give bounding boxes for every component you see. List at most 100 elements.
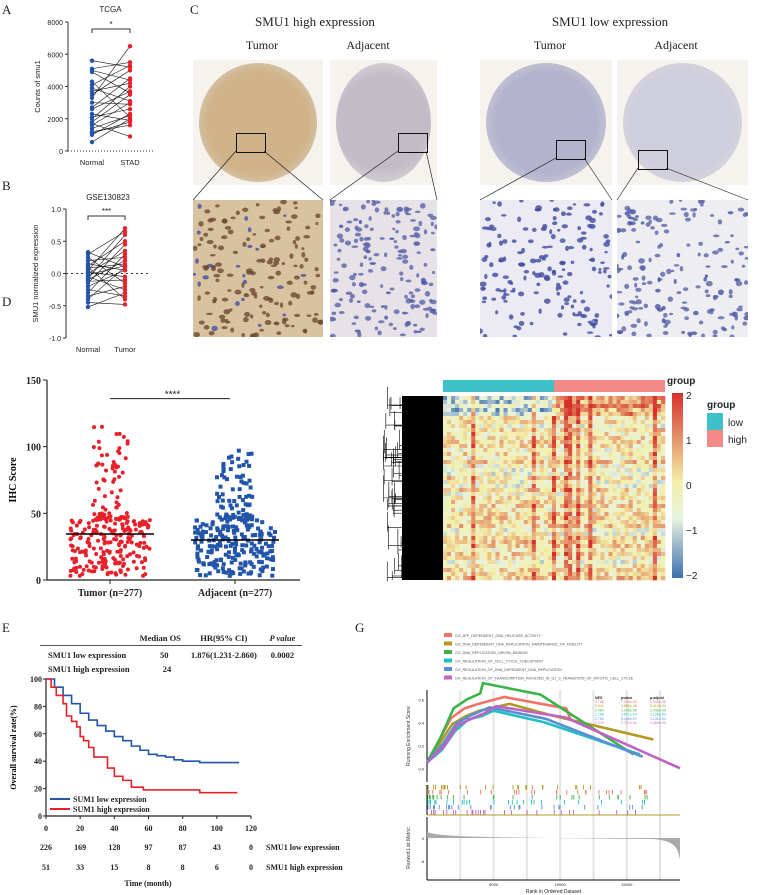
data-point	[121, 515, 126, 520]
heatmap-cell	[640, 536, 646, 541]
stat-header: p.adjust	[650, 696, 665, 700]
gene-hit-mark	[629, 805, 631, 810]
cell-nucleus	[497, 201, 502, 207]
heatmap-cell	[535, 476, 541, 481]
heatmap-cell	[656, 416, 662, 421]
heatmap-cell	[572, 424, 577, 429]
heatmap-cell	[443, 464, 448, 469]
heatmap-cell	[443, 508, 448, 513]
heatmap-cell	[588, 548, 593, 553]
heatmap-cell	[447, 532, 452, 537]
cell-nucleus	[377, 330, 382, 336]
cell-nucleus	[197, 281, 201, 287]
heatmap-cell	[447, 420, 452, 425]
cell-nucleus	[280, 200, 287, 205]
data-point	[117, 517, 122, 522]
cell-nucleus	[572, 312, 576, 316]
heatmap-cell	[564, 464, 569, 469]
zoom-connector-line	[192, 150, 237, 201]
heatmap-cell	[648, 560, 654, 565]
cell-nucleus	[414, 210, 421, 214]
heatmap-cell	[600, 400, 605, 405]
gene-hit-mark	[526, 785, 528, 790]
heatmap-cell	[451, 428, 456, 433]
cell-nucleus	[313, 312, 319, 316]
ihc-col-label: Adjacent	[654, 38, 698, 52]
heatmap-cell	[547, 544, 553, 549]
cell-nucleus	[366, 200, 371, 204]
heatmap-cell	[576, 460, 581, 465]
heatmap-cell	[660, 548, 666, 553]
cell-nucleus	[351, 245, 359, 249]
gene-hit-mark	[519, 805, 521, 810]
cell-nucleus	[518, 320, 525, 327]
legend-label: SUM1 low expression	[73, 795, 147, 804]
heatmap-cell	[531, 532, 537, 537]
heatmap-cell	[455, 516, 460, 521]
table-cell: 1.876(1.231-2.860)	[190, 650, 257, 660]
heatmap-cell	[660, 492, 666, 497]
heatmap-cell	[636, 460, 642, 465]
heatmap-cell	[487, 416, 492, 421]
data-point	[89, 66, 95, 71]
ihc-core-image	[480, 60, 612, 185]
heatmap-cell	[652, 520, 658, 525]
heatmap-cell	[551, 464, 557, 469]
cell-nucleus	[418, 220, 423, 227]
heatmap-cell	[463, 488, 468, 493]
heatmap-cell	[588, 448, 593, 453]
data-point	[233, 535, 238, 540]
pair-line	[91, 123, 131, 137]
heatmap-cell	[495, 416, 500, 421]
heatmap-cell	[519, 500, 525, 505]
heatmap-cell	[556, 440, 561, 445]
heatmap-cell	[620, 540, 625, 545]
heatmap-cell	[507, 404, 512, 409]
heatmap-cell	[459, 536, 464, 541]
y-tick-label: 60	[34, 730, 42, 739]
heatmap-cell	[535, 576, 541, 581]
heatmap-cell	[648, 540, 654, 545]
pair-line	[87, 231, 126, 255]
cell-nucleus	[395, 229, 399, 234]
data-point	[219, 473, 224, 478]
gene-hit-mark	[577, 790, 579, 795]
heatmap-cell	[568, 424, 573, 429]
gene-hit-mark	[490, 805, 492, 810]
cell-nucleus	[572, 299, 577, 303]
cell-nucleus	[286, 226, 291, 231]
heatmap-cell	[652, 528, 658, 533]
heatmap-cell	[515, 484, 520, 489]
data-point	[267, 531, 272, 536]
heatmap-cell	[576, 396, 581, 401]
heatmap-cell	[620, 520, 625, 525]
heatmap-cell	[636, 480, 642, 485]
cell-nucleus	[517, 216, 522, 223]
heatmap-cell	[491, 504, 496, 509]
heatmap-cell	[632, 540, 638, 545]
gene-hit-mark	[433, 810, 435, 815]
heatmap-cell	[483, 436, 488, 441]
cell-nucleus	[482, 333, 488, 337]
gene-hit-mark	[523, 800, 525, 805]
heatmap-cell	[539, 572, 545, 577]
cell-nucleus	[213, 244, 217, 249]
heatmap-cell	[455, 404, 460, 409]
heatmap-cell	[543, 440, 549, 445]
heatmap-cell	[632, 576, 638, 581]
heatmap-cell	[451, 448, 456, 453]
heatmap-cell	[592, 512, 597, 517]
heatmap-cell	[640, 528, 646, 533]
heatmap-cell	[636, 436, 642, 441]
cell-nucleus	[501, 295, 507, 300]
heatmap-cell	[519, 568, 525, 573]
cell-nucleus	[204, 291, 210, 295]
heatmap-cell	[660, 512, 666, 517]
data-point	[228, 467, 233, 472]
cell-nucleus	[299, 264, 304, 269]
heatmap-cell	[588, 464, 593, 469]
cell-nucleus	[247, 227, 252, 233]
cell-nucleus	[242, 207, 249, 212]
heatmap-cell	[560, 468, 565, 473]
heatmap-cell	[560, 576, 565, 581]
